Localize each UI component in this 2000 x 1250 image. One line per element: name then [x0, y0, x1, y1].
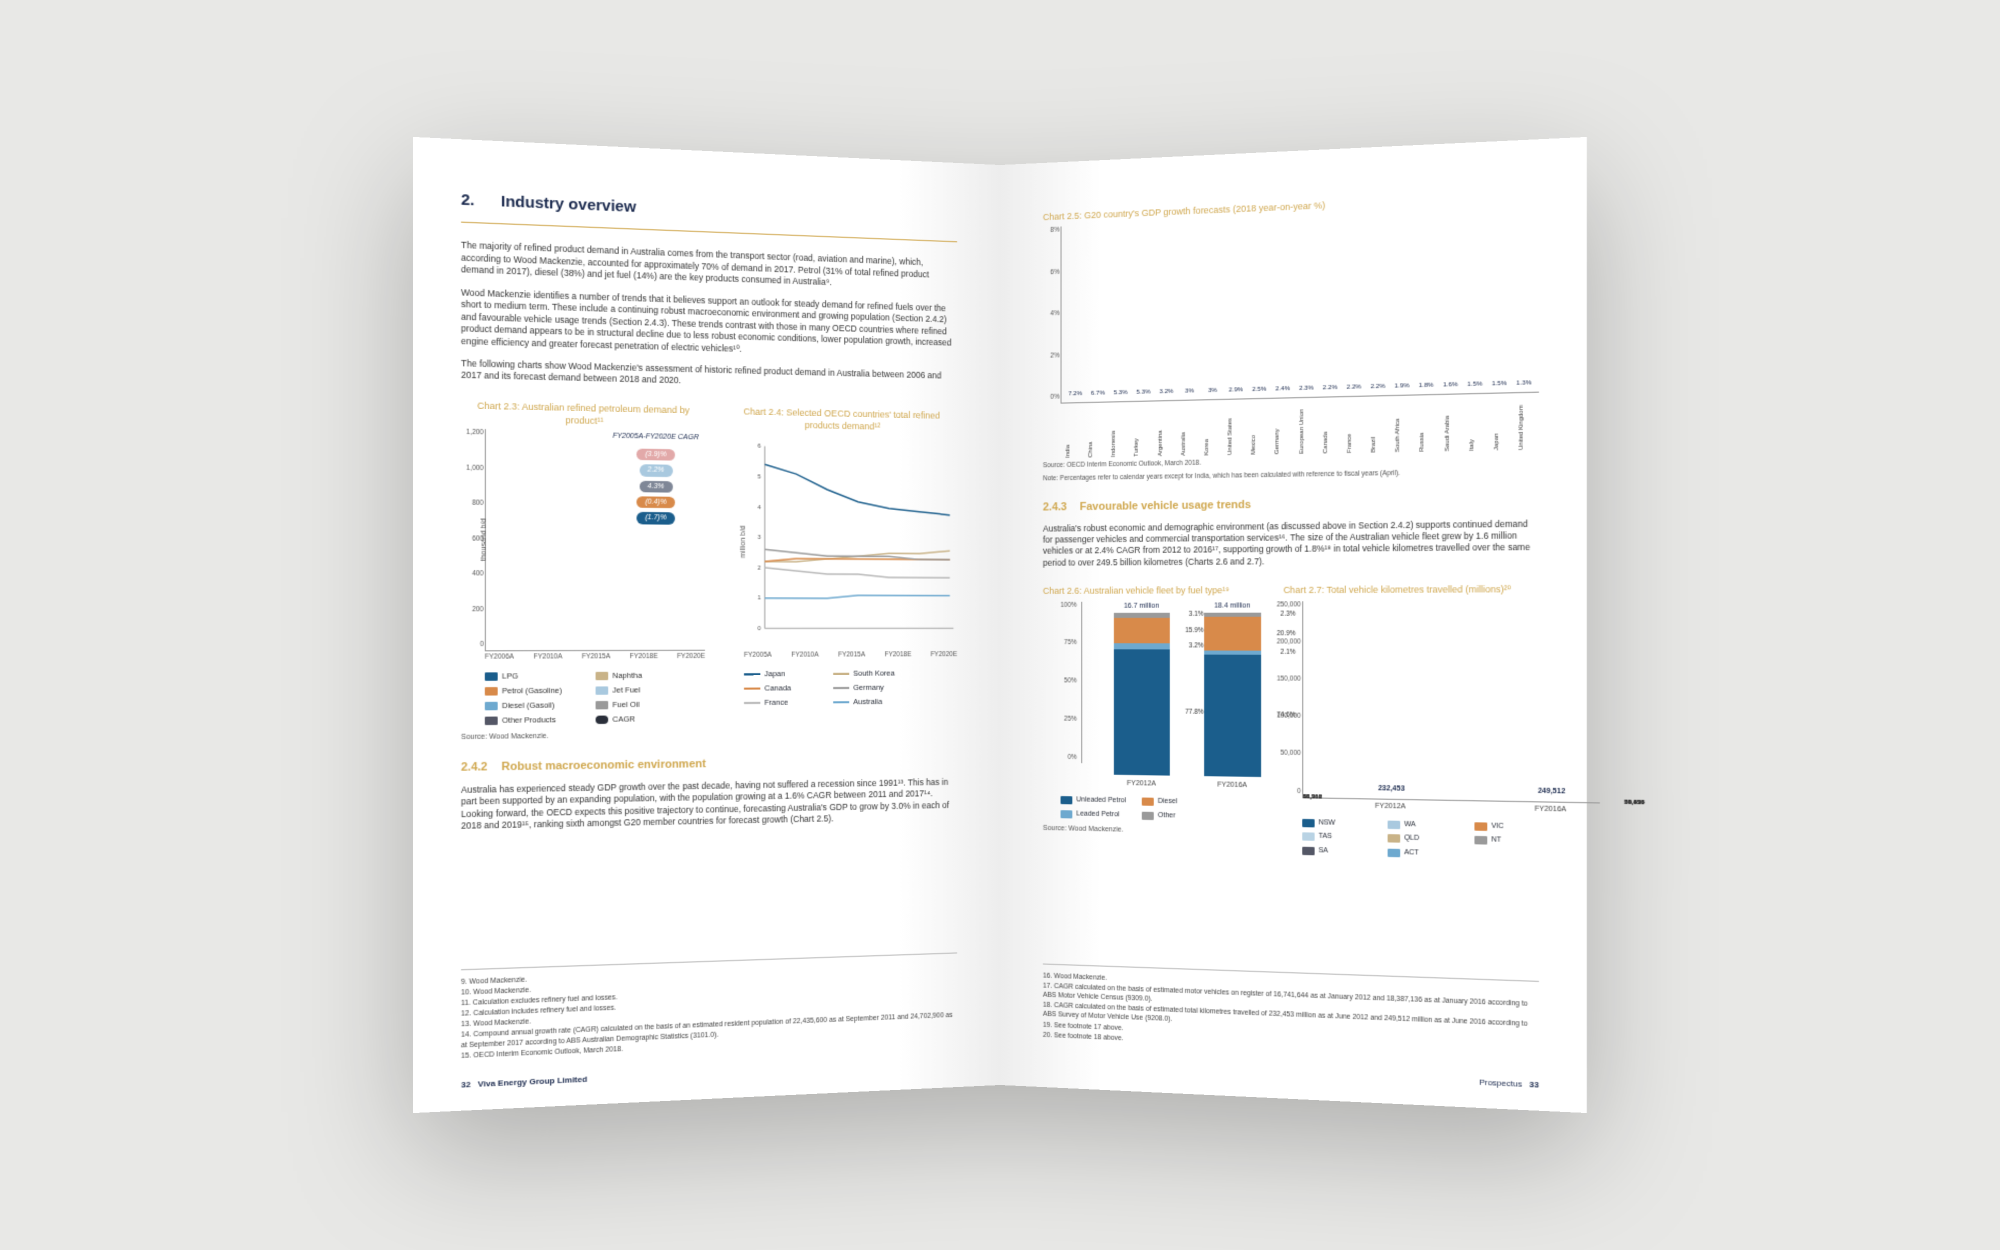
subhead-243-title: Favourable vehicle usage trends — [1080, 498, 1251, 512]
footnotes-right: 16. Wood Mackenzie.17. CAGR calculated o… — [1043, 963, 1539, 1062]
book-mockup: 2. Industry overview The majority of ref… — [430, 165, 1570, 1085]
chart-25-yticks: 8%6%4%2%0% — [1038, 227, 1060, 404]
chart-27-legend: NSWWAVICTASQLDNTSAACT — [1302, 818, 1600, 862]
svg-text:6: 6 — [758, 444, 762, 450]
scene: 2. Industry overview The majority of ref… — [0, 0, 2000, 1250]
company-name: Viva Energy Group Limited — [478, 1075, 587, 1089]
subhead-243: 2.4.3 Favourable vehicle usage trends — [1043, 494, 1539, 515]
chart-26-col: Chart 2.6: Australian vehicle fleet by f… — [1043, 578, 1263, 854]
page-num-right: 33 — [1529, 1080, 1539, 1090]
page-label-right: Prospectus — [1479, 1078, 1522, 1089]
chart-27-yticks: 250,000200,000150,000100,00050,0000 — [1270, 601, 1301, 797]
cagr-title: FY2005A-FY2020E CAGR — [613, 432, 699, 443]
cagr-box: FY2005A-FY2020E CAGR (3.9)%2.2%4.3%(0.4)… — [613, 432, 699, 527]
chart-26-legend: Unleaded PetrolDieselLeaded PetrolOther — [1061, 795, 1263, 822]
footer-left: 32 Viva Energy Group Limited — [461, 1058, 957, 1092]
para-2: Wood Mackenzie identifies a number of tr… — [461, 287, 957, 361]
subhead-242: 2.4.2 Robust macroeconomic environment — [461, 753, 957, 775]
subhead-243-num: 2.4.3 — [1043, 501, 1067, 513]
chart-24-col: Chart 2.4: Selected OECD countries' tota… — [726, 399, 958, 740]
svg-text:2: 2 — [758, 566, 761, 572]
footnotes-left: 9. Wood Mackenzie.10. Wood Mackenzie.11.… — [461, 952, 957, 1062]
chart-24-legend: JapanSouth KoreaCanadaGermanyFranceAustr… — [744, 668, 957, 708]
subhead-242-title: Robust macroeconomic environment — [501, 758, 705, 773]
chart-25-xticks: IndiaChinaIndonesiaTurkeyArgentinaAustra… — [1064, 395, 1538, 458]
chart-23: thousand b/d 1,2001,0008006004002000 FY2… — [485, 429, 705, 651]
chart-23-legend: LPGNaphthaPetrol (Gasoline)Jet FuelDiese… — [485, 670, 705, 726]
footer-right: Prospectus 33 — [1043, 1058, 1539, 1092]
subhead-242-num: 2.4.2 — [461, 761, 487, 774]
cagr-badges: (3.9)%2.2%4.3%(0.4)%(1.7)% — [613, 446, 699, 527]
chart-26: 100%75%50%25%0%16.7 million77.8%3.2%15.9… — [1061, 601, 1263, 791]
chart-27: 250,000200,000150,000100,00050,0000 66,7… — [1302, 600, 1600, 803]
svg-text:5: 5 — [758, 474, 762, 480]
chart-24-xticks: FY2005AFY2010AFY2015AFY2018EFY2020E — [744, 651, 957, 661]
charts-row-2: Chart 2.6: Australian vehicle fleet by f… — [1043, 577, 1539, 861]
section-title: Industry overview — [501, 192, 636, 219]
chart-26-title: Chart 2.6: Australian vehicle fleet by f… — [1043, 584, 1263, 597]
chart-23-source: Source: Wood Mackenzie. — [461, 731, 705, 744]
svg-text:0: 0 — [758, 626, 762, 632]
chart-27-title: Chart 2.7: Total vehicle kilometres trav… — [1283, 583, 1599, 597]
svg-text:4: 4 — [758, 505, 762, 511]
page-32: 2. Industry overview The majority of ref… — [413, 137, 1000, 1113]
para-4: Australia has experienced steady GDP gro… — [461, 776, 957, 832]
chart-23-xticks: FY2006AFY2010AFY2015AFY2018EFY2020E — [485, 653, 705, 663]
chart-23-yticks: 1,2001,0008006004002000 — [464, 429, 483, 651]
charts-row-1: Chart 2.3: Australian refined petroleum … — [461, 393, 957, 744]
para-1: The majority of refined product demand i… — [461, 240, 957, 293]
svg-text:3: 3 — [758, 535, 762, 541]
chart-26-source: Source: Wood Mackenzie. — [1043, 824, 1263, 838]
page-num-left: 32 — [461, 1080, 471, 1090]
chart-23-title: Chart 2.3: Australian refined petroleum … — [461, 399, 705, 429]
para-5: Australia's robust economic and demograp… — [1043, 518, 1539, 569]
chart-25: 8%6%4%2%0% 7.2%6.7%5.3%5.3%3.2%3%3%2.9%2… — [1061, 207, 1539, 404]
para-3: The following charts show Wood Mackenzie… — [461, 358, 957, 394]
page-33: Chart 2.5: G20 country's GDP growth fore… — [1000, 137, 1587, 1113]
chart-24-title: Chart 2.4: Selected OECD countries' tota… — [726, 405, 958, 435]
chart-24: million b/d 0123456 — [744, 434, 957, 650]
chart-23-col: Chart 2.3: Australian refined petroleum … — [461, 393, 705, 744]
chart-25-bars: 7.2%6.7%5.3%5.3%3.2%3%3%2.9%2.5%2.4%2.3%… — [1065, 211, 1534, 402]
section-number: 2. — [461, 190, 475, 212]
svg-text:1: 1 — [758, 596, 761, 602]
chart-27-col: Chart 2.7: Total vehicle kilometres trav… — [1283, 577, 1599, 863]
